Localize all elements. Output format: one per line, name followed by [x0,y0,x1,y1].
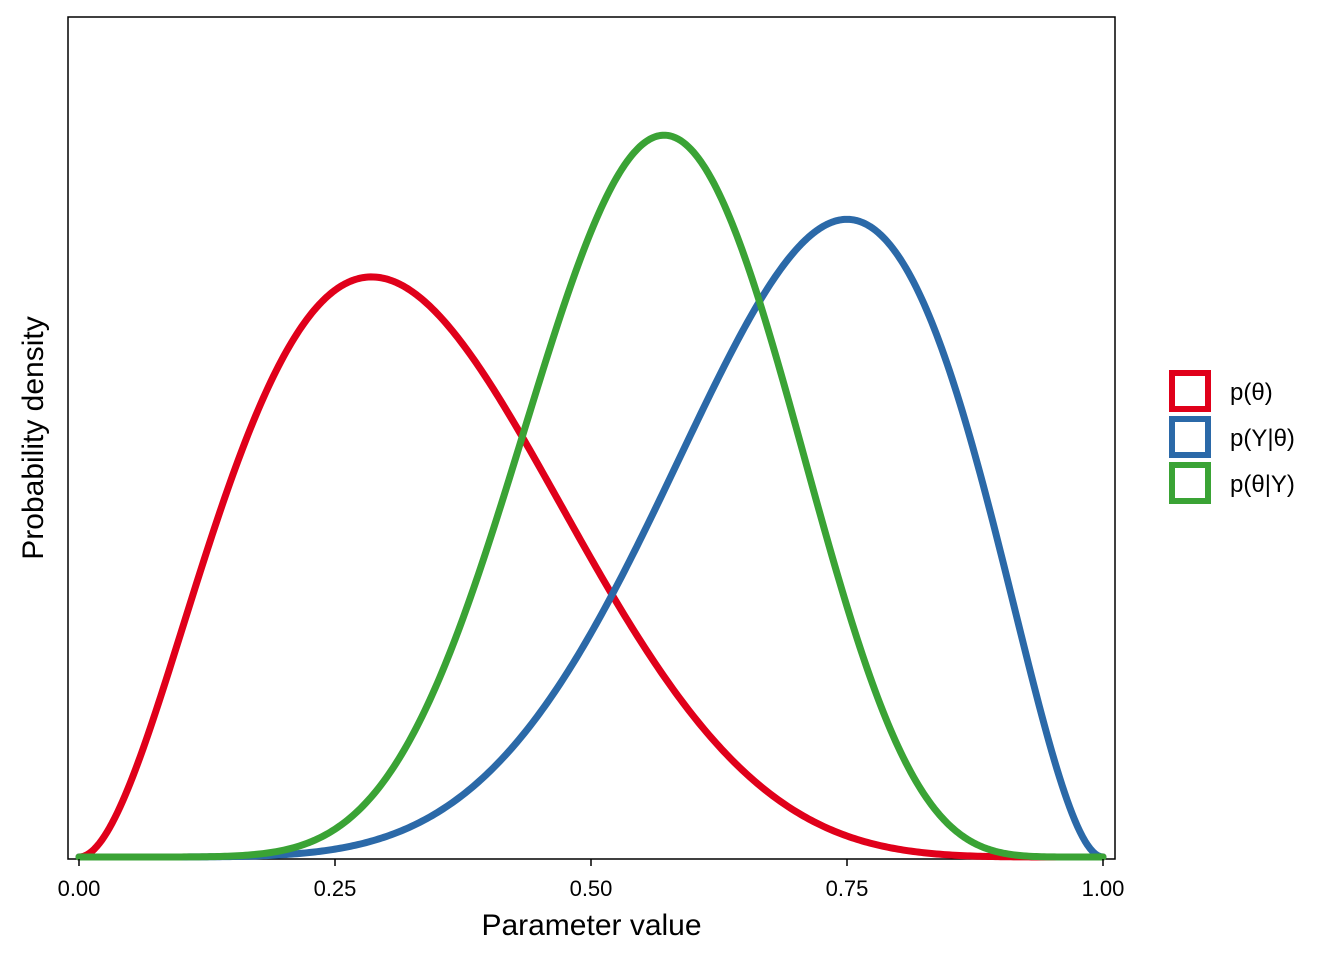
x-tick-label: 1.00 [1082,876,1125,901]
series-line-3 [75,131,1107,861]
y-axis-title: Probability density [17,316,50,559]
x-axis: 0.00 0.25 0.50 0.75 1.00 [58,859,1125,901]
x-tick-label: 0.00 [58,876,101,901]
legend-key-2 [1169,416,1211,458]
legend-label-2: p(Y|θ) [1230,425,1295,452]
x-tick-label: 0.75 [826,876,869,901]
legend-label-3: p(θ|Y) [1230,471,1295,498]
x-tick-label: 0.50 [570,876,613,901]
legend: p(θ) p(Y|θ) p(θ|Y) [1169,370,1295,504]
series-layer [75,131,1107,861]
legend-label-1: p(θ) [1230,379,1273,406]
x-axis-title: Parameter value [481,909,701,942]
x-tick-label: 0.25 [314,876,357,901]
series-line-1 [75,273,1107,861]
legend-key-3 [1169,462,1211,504]
legend-key-1 [1169,370,1211,412]
